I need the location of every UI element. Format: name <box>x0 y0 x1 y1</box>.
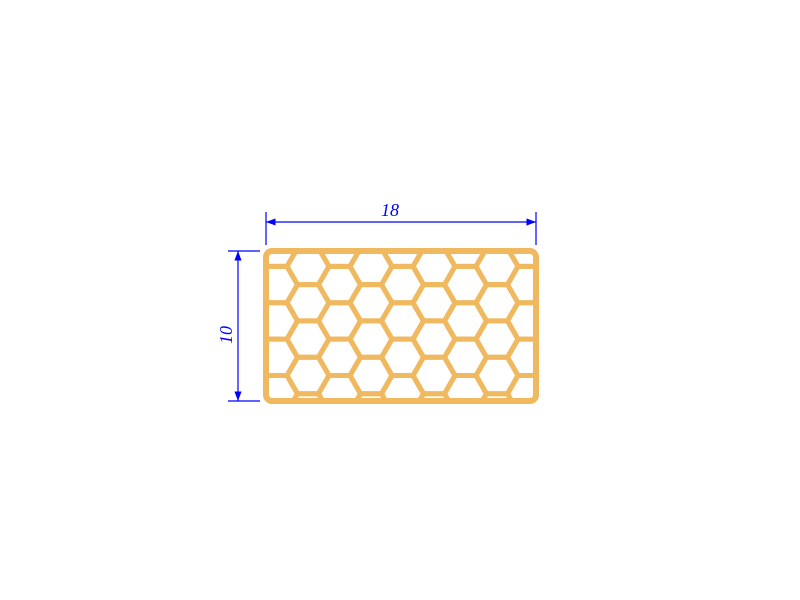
honeycomb-fill <box>224 212 581 448</box>
drawing-svg: 18 10 <box>0 0 800 600</box>
technical-drawing: 18 10 <box>0 0 800 600</box>
dim-label-height: 10 <box>216 326 236 344</box>
dimension-vertical <box>228 251 260 401</box>
dimension-horizontal <box>266 212 536 245</box>
dim-label-width: 18 <box>381 200 399 220</box>
